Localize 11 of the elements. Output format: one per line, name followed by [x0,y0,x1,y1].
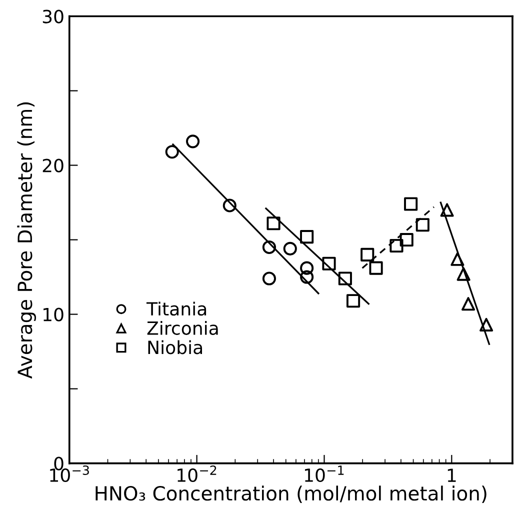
x-axis-title: HNO₃ Concentration (mol/mol metal ion) [96,486,486,503]
y-tick-label: 30 [42,10,64,24]
y-tick-label: 20 [42,158,64,172]
x-tick-label: 10$^{−2}$ [178,465,216,482]
y-tick-label: 10 [44,308,64,322]
legend-label: Titania [146,302,206,316]
legend-label: Niobia [148,340,202,354]
legend-label: Zirconia [147,320,218,335]
y-axis-title: Average Pore Diameter (nm) [17,102,36,379]
x-tick-label: 10$^{−1}$ [305,466,344,482]
x-tick-label: 1 [448,468,456,482]
